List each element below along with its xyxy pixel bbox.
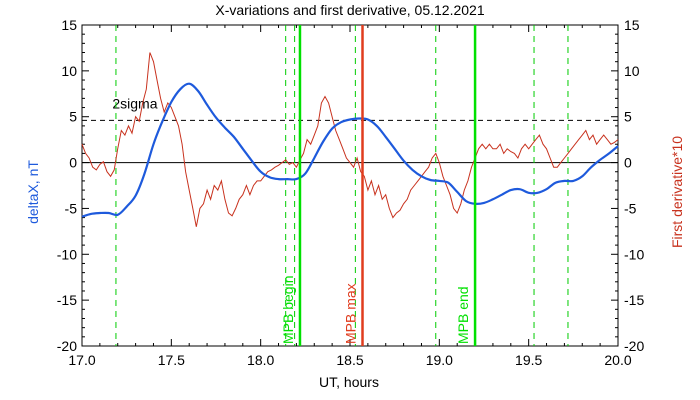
x-tick-label: 18.0: [247, 352, 274, 368]
y-tick-label-right: 10: [624, 63, 640, 79]
y-tick-label-left: 5: [69, 109, 77, 125]
marker-label-mpb-end: MPB end: [455, 286, 471, 344]
marker-label-mpb-begin: MPB begin: [280, 276, 296, 344]
chart-title: X-variations and first derivative, 05.12…: [215, 2, 484, 18]
y-tick-label-left: 0: [69, 155, 77, 171]
y-tick-label-left: -15: [57, 292, 77, 308]
plot-area: 2sigma 15 15 10 10 5 5 0 0 -5 -5 -10 -10 -15 -15 -20 -20…: [57, 17, 645, 368]
x-tick-label: 20.0: [604, 352, 631, 368]
marker-label-mpb-max: MPB max: [343, 283, 359, 344]
y-tick-label-left: -20: [57, 338, 77, 354]
y-axis-label-left: deltaX, nT: [25, 160, 41, 224]
y-tick-label-right: -15: [624, 292, 644, 308]
x-tick-label: 17.0: [68, 352, 95, 368]
x-tick-label: 19.0: [426, 352, 453, 368]
y-axis-label-right: First derivative*10: [669, 136, 685, 248]
y-tick-label-left: -5: [65, 200, 78, 216]
y-tick-label-left: 15: [61, 17, 77, 33]
y-tick-label-right: 0: [624, 155, 632, 171]
y-tick-label-right: -10: [624, 246, 644, 262]
threshold-label: 2sigma: [112, 95, 157, 111]
y-tick-label-left: -10: [57, 246, 77, 262]
x-tick-label: 19.5: [515, 352, 542, 368]
y-tick-label-right: 15: [624, 17, 640, 33]
x-tick-label: 17.5: [158, 352, 185, 368]
y-tick-label-right: 5: [624, 109, 632, 125]
x-tick-label: 18.5: [336, 352, 363, 368]
derivative-series-line: [81, 52, 619, 227]
y-tick-label-right: -20: [624, 338, 644, 354]
x-axis-label: UT, hours: [319, 374, 379, 390]
y-tick-label-left: 10: [61, 63, 77, 79]
deltaX-series-line: [81, 82, 619, 218]
y-tick-label-right: -5: [624, 200, 637, 216]
